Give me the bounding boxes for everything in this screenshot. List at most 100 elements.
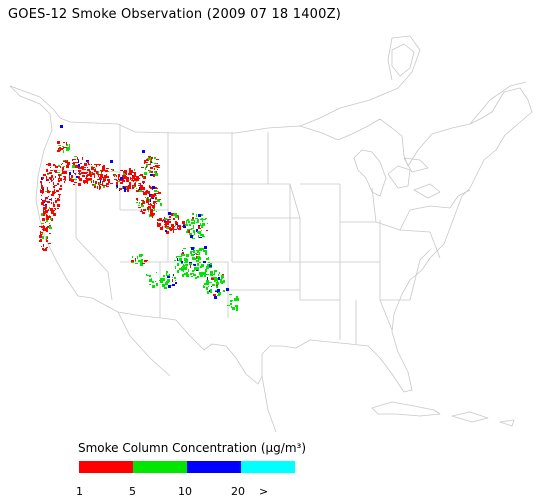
smoke-pixel — [132, 172, 135, 173]
smoke-pixel — [62, 163, 63, 164]
smoke-pixel — [116, 185, 118, 188]
smoke-pixel — [43, 228, 46, 231]
smoke-pixel — [103, 186, 105, 188]
smoke-pixel — [175, 221, 177, 222]
legend-bin-5-10 — [133, 461, 187, 473]
smoke-pixel — [58, 145, 61, 146]
smoke-pixel — [129, 172, 132, 175]
smoke-pixel — [150, 212, 151, 215]
smoke-pixel — [79, 170, 81, 172]
smoke-pixel — [184, 267, 187, 270]
smoke-pixel — [42, 229, 43, 230]
smoke-pixel — [215, 291, 217, 292]
smoke-pixel — [73, 159, 76, 160]
smoke-pixel — [209, 264, 212, 267]
smoke-pixel — [164, 287, 167, 289]
smoke-pixel — [41, 187, 44, 189]
smoke-pixel — [59, 195, 60, 198]
smoke-pixel — [46, 176, 47, 179]
smoke-pixel — [206, 266, 209, 269]
smoke-pixel — [43, 200, 46, 202]
smoke-pixel — [145, 197, 146, 198]
smoke-pixel — [171, 228, 172, 229]
smoke-pixel — [200, 274, 203, 277]
smoke-pixel — [169, 227, 171, 230]
smoke-pixel — [50, 172, 52, 174]
smoke-pixel — [197, 219, 199, 222]
smoke-pixel — [57, 208, 59, 209]
smoke-pixel — [63, 166, 65, 167]
smoke-pixel — [182, 266, 184, 269]
smoke-pixel — [216, 282, 219, 285]
smoke-pixel — [127, 190, 129, 192]
smoke-pixel — [203, 223, 205, 226]
smoke-pixel — [197, 250, 199, 253]
smoke-pixel — [71, 180, 72, 181]
smoke-pixel — [106, 174, 107, 176]
smoke-pixel-high — [110, 160, 113, 163]
smoke-pixel-high — [168, 212, 171, 215]
smoke-pixel — [53, 182, 54, 185]
smoke-pixel — [183, 224, 186, 225]
smoke-pixel — [193, 250, 194, 253]
smoke-pixel — [151, 157, 153, 159]
smoke-pixel — [124, 175, 126, 177]
smoke-pixel — [71, 179, 74, 182]
smoke-pixel — [51, 211, 54, 214]
smoke-pixel — [166, 227, 169, 229]
smoke-pixel — [184, 267, 185, 269]
smoke-pixel — [128, 185, 131, 186]
smoke-pixel — [140, 263, 143, 266]
smoke-pixel — [182, 252, 184, 254]
smoke-pixel — [105, 170, 108, 172]
smoke-pixel — [123, 173, 125, 176]
smoke-pixel — [206, 230, 208, 231]
smoke-pixel — [97, 172, 98, 174]
smoke-pixel — [41, 202, 44, 205]
smoke-pixel — [137, 200, 138, 201]
smoke-pixel — [94, 185, 96, 188]
smoke-pixel — [87, 167, 88, 168]
smoke-pixel — [119, 179, 120, 182]
smoke-pixel — [208, 286, 209, 287]
smoke-pixel — [154, 208, 155, 211]
smoke-pixel — [102, 181, 103, 183]
smoke-pixel — [80, 183, 81, 186]
smoke-pixel — [91, 164, 92, 165]
smoke-pixel — [154, 157, 156, 159]
smoke-pixel — [50, 167, 51, 168]
smoke-pixel — [148, 170, 149, 171]
smoke-pixel — [166, 281, 169, 283]
smoke-pixel — [82, 157, 83, 160]
smoke-pixel — [84, 181, 85, 184]
smoke-pixel — [129, 170, 131, 172]
smoke-pixel — [63, 147, 64, 149]
smoke-pixel — [42, 177, 44, 179]
smoke-pixel — [140, 261, 143, 263]
smoke-pixel — [69, 144, 70, 147]
smoke-pixel — [50, 170, 53, 171]
smoke-pixel — [165, 282, 168, 285]
smoke-pixel — [62, 168, 63, 169]
smoke-pixel — [202, 234, 204, 237]
smoke-pixel — [45, 210, 48, 213]
smoke-pixel — [189, 264, 192, 265]
smoke-pixel — [201, 218, 203, 220]
smoke-pixel — [47, 174, 49, 175]
smoke-pixel — [55, 166, 58, 168]
smoke-pixel — [194, 254, 195, 255]
smoke-pixel — [65, 178, 66, 181]
smoke-pixel — [148, 206, 151, 209]
smoke-pixel — [62, 169, 64, 170]
smoke-pixel — [192, 257, 195, 259]
smoke-pixel — [148, 191, 150, 194]
smoke-pixel — [49, 215, 50, 216]
smoke-pixel — [177, 226, 178, 229]
smoke-pixel — [132, 187, 134, 189]
smoke-pixel — [151, 196, 154, 199]
smoke-pixel — [63, 160, 65, 161]
smoke-pixel — [138, 185, 141, 186]
smoke-pixel — [53, 215, 56, 216]
smoke-pixel-high — [198, 214, 201, 217]
smoke-pixel — [216, 286, 218, 288]
